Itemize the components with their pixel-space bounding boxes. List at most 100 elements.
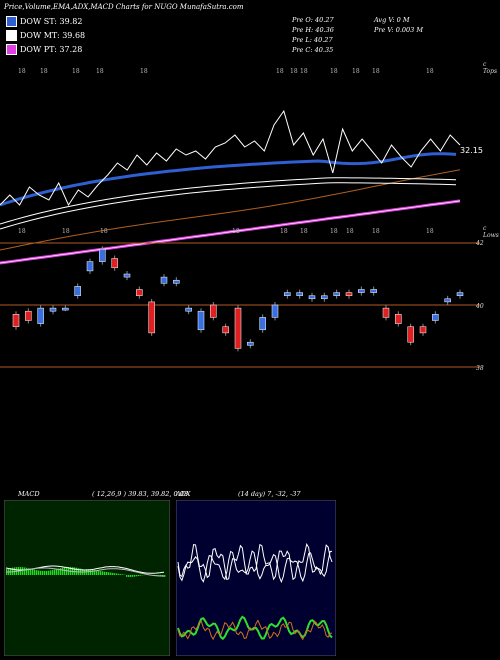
candle <box>432 314 439 321</box>
legend-dow-pt: DOW PT: 37.28 <box>6 44 82 55</box>
level-label-38: 38 <box>476 365 484 372</box>
legend-label-st: DOW ST: 39.82 <box>20 17 83 26</box>
macd-panel <box>4 500 170 656</box>
top-tick: 18 <box>352 68 360 75</box>
macd-bar <box>130 575 132 577</box>
tops-label: c Tops <box>483 61 498 75</box>
macd-bar <box>48 570 50 575</box>
ema-pt-core <box>0 200 461 264</box>
macd-bar <box>24 567 26 575</box>
macd-bar <box>96 570 98 575</box>
macd-bar <box>88 569 90 575</box>
candle <box>271 304 279 318</box>
macd-bar <box>120 574 122 575</box>
stat-pre-high: Pre H: 40.36 <box>292 26 334 34</box>
bottom-tick: 18 <box>62 228 70 235</box>
macd-bar <box>42 570 44 575</box>
candle <box>74 286 81 296</box>
bottom-tick: 18 <box>100 228 108 235</box>
bottom-tick: 18 <box>232 228 240 235</box>
macd-bar <box>108 572 110 575</box>
legend-dow-mt: DOW MT: 39.68 <box>6 30 85 41</box>
macd-bar <box>110 572 112 575</box>
macd-bar <box>128 575 130 577</box>
macd-background <box>4 500 170 656</box>
macd-bar <box>94 570 96 575</box>
price-level-label: 32.15 <box>460 146 483 155</box>
bottom-tick: 18 <box>280 228 288 235</box>
macd-bar <box>22 567 24 575</box>
candle <box>333 292 340 296</box>
level-lines <box>0 242 480 368</box>
candle <box>296 292 303 296</box>
candle <box>99 248 106 262</box>
stat-pre-close: Pre C: 40.35 <box>292 46 334 54</box>
legend-swatch-st <box>6 16 17 27</box>
legend-swatch-mt <box>6 30 17 41</box>
candle <box>37 307 44 324</box>
candle <box>345 292 353 296</box>
adx-background <box>176 500 336 656</box>
bottom-tick: 18 <box>346 228 354 235</box>
top-tick: 18 <box>426 68 434 75</box>
legend-label-mt: DOW MT: 39.68 <box>20 31 86 40</box>
candle <box>444 298 451 303</box>
adx-line-2 <box>177 550 333 584</box>
candle <box>456 292 464 296</box>
top-tick: 18 <box>330 68 338 75</box>
macd-bar <box>116 573 118 575</box>
bottom-tick: 18 <box>18 228 26 235</box>
adx-panel <box>176 500 336 656</box>
macd-bar <box>44 570 46 575</box>
top-tick: 18 <box>18 68 26 75</box>
candle <box>308 295 316 300</box>
macd-bar <box>132 575 134 577</box>
candle <box>395 314 402 324</box>
candle <box>419 326 427 334</box>
macd-bar <box>62 567 64 575</box>
macd-bar <box>30 568 32 575</box>
ema-brown-line <box>0 169 461 251</box>
candle <box>407 326 414 343</box>
top-tick: 18 <box>140 68 148 75</box>
top-tick: 18 <box>300 68 308 75</box>
macd-bar <box>112 572 114 575</box>
candle <box>49 307 57 312</box>
candle <box>173 279 180 284</box>
macd-bar <box>54 569 56 575</box>
macd-bar <box>64 567 66 575</box>
candles <box>12 246 464 352</box>
top-tick: 18 <box>40 68 48 75</box>
bottom-tick: 18 <box>372 228 380 235</box>
macd-bar <box>134 575 136 577</box>
candle <box>86 261 94 272</box>
level-label-42: 42 <box>476 240 484 247</box>
macd-bar <box>58 568 60 575</box>
candle <box>284 292 291 296</box>
minus-di-line <box>177 619 333 641</box>
candle <box>358 289 365 293</box>
candle <box>136 289 143 296</box>
candle <box>62 307 69 311</box>
candle <box>259 317 266 331</box>
candle <box>111 258 118 269</box>
candle <box>25 310 32 321</box>
ema-mt-line-2 <box>0 182 457 230</box>
macd-bar <box>50 570 52 575</box>
macd-bar <box>56 569 58 575</box>
candle <box>321 295 328 300</box>
top-tick: 18 <box>96 68 104 75</box>
candle <box>197 310 205 331</box>
macd-label: MACD <box>18 490 40 498</box>
level-label-40: 40 <box>476 303 484 310</box>
stat-pre-open: Pre O: 40.27 <box>292 16 334 24</box>
macd-bar <box>114 573 116 575</box>
candle <box>12 314 20 327</box>
macd-bar <box>60 568 62 575</box>
macd-bar <box>90 569 92 575</box>
macd-values: ( 12,26,9 ) 39.83, 39.82, 0.03 <box>92 490 189 498</box>
price-line <box>0 109 461 207</box>
bottom-tick: 18 <box>426 228 434 235</box>
macd-bar <box>46 570 48 575</box>
